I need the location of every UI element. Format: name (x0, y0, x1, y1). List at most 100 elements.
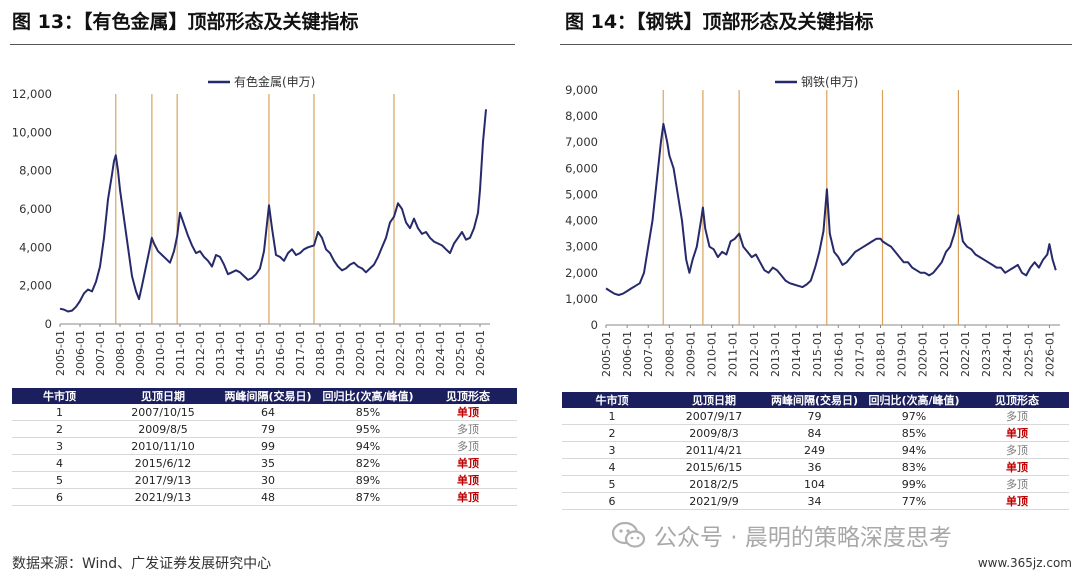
x-tick-label: 2024-01 (1001, 331, 1014, 377)
data-source-note: 数据来源：Wind、广发证券发展研究中心 (12, 556, 272, 572)
x-tick-label: 2015-01 (254, 330, 267, 376)
cell: 2011/4/21 (662, 441, 766, 459)
cell: 4 (562, 458, 662, 476)
table-row: 1 2007/9/17 79 97% 多顶 (562, 408, 1069, 425)
wechat-icon (611, 521, 646, 549)
cell: 99% (863, 475, 965, 493)
header-interval: 两峰间隔(交易日) (766, 392, 863, 408)
pattern-cell: 多顶 (965, 441, 1069, 459)
pattern-cell: 多顶 (419, 437, 517, 455)
x-tick-label: 2009-01 (134, 330, 147, 376)
y-tick-label: 3,000 (565, 240, 598, 254)
cell: 2009/8/3 (662, 424, 766, 442)
table-row: 4 2015/6/15 36 83% 单顶 (562, 458, 1069, 476)
cell: 84 (766, 424, 863, 442)
left-peaks-table: 牛市顶 见顶日期 两峰间隔(交易日) 回归比(次高/峰值) 见顶形态 1 2007… (12, 388, 517, 506)
cell: 4 (12, 454, 107, 472)
cell: 64 (219, 404, 317, 421)
y-tick-label: 0 (45, 317, 52, 331)
pattern-cell: 单顶 (965, 458, 1069, 476)
cell: 89% (317, 471, 419, 489)
cell: 34 (766, 492, 863, 510)
cell: 85% (317, 404, 419, 421)
cell: 3 (562, 441, 662, 459)
x-tick-label: 2021-01 (938, 331, 951, 377)
x-tick-label: 2026-01 (474, 330, 487, 376)
x-tick-label: 2020-01 (354, 330, 367, 376)
pattern-cell: 多顶 (965, 408, 1069, 425)
x-tick-label: 2025-01 (1022, 331, 1035, 377)
cell: 249 (766, 441, 863, 459)
cell: 87% (317, 488, 419, 506)
x-tick-label: 2010-01 (706, 331, 719, 377)
x-tick-label: 2017-01 (853, 331, 866, 377)
legend-label: 钢铁(申万) (801, 75, 858, 89)
x-tick-label: 2007-01 (642, 331, 655, 377)
pattern-cell: 单顶 (419, 404, 517, 421)
x-tick-label: 2020-01 (917, 331, 930, 377)
y-tick-label: 9,000 (565, 83, 598, 97)
x-tick-label: 2019-01 (896, 331, 909, 377)
x-tick-label: 2005-01 (600, 331, 613, 377)
cell: 1 (562, 408, 662, 425)
x-tick-label: 2012-01 (194, 330, 207, 376)
cell: 5 (562, 475, 662, 493)
table-row: 3 2010/11/10 99 94% 多顶 (12, 437, 517, 455)
x-tick-label: 2009-01 (684, 331, 697, 377)
figure-13-title: 图 13：【有色金属】顶部形态及关键指标 (12, 11, 359, 33)
y-tick-label: 6,000 (565, 161, 598, 175)
right-line-chart: 0 1,000 2,000 3,000 4,000 5,000 6,000 7,000 8,00… (565, 75, 1060, 377)
cell: 99 (219, 437, 317, 455)
pattern-cell: 单顶 (419, 454, 517, 472)
cell: 85% (863, 424, 965, 442)
cell: 6 (12, 488, 107, 506)
x-tick-label: 2008-01 (114, 330, 127, 376)
cell: 83% (863, 458, 965, 476)
cell: 1 (12, 404, 107, 421)
x-tick-label: 2023-01 (414, 330, 427, 376)
table-row: 4 2015/6/12 35 82% 单顶 (12, 454, 517, 472)
x-tick-label: 2023-01 (980, 331, 993, 377)
pattern-cell: 单顶 (419, 488, 517, 506)
pattern-cell: 多顶 (965, 475, 1069, 493)
y-tick-label: 8,000 (19, 164, 52, 178)
y-tick-label: 7,000 (565, 135, 598, 149)
x-tick-label: 2011-01 (174, 330, 187, 376)
x-tick-label: 2021-01 (374, 330, 387, 376)
x-tick-label: 2006-01 (74, 330, 87, 376)
x-tick-label: 2013-01 (214, 330, 227, 376)
table-header-row: 牛市顶 见顶日期 两峰间隔(交易日) 回归比(次高/峰值) 见顶形态 (12, 388, 517, 404)
x-tick-label: 2010-01 (154, 330, 167, 376)
y-tick-label: 4,000 (19, 240, 52, 254)
title-rule-right (560, 44, 1072, 45)
y-tick-label: 5,000 (565, 187, 598, 201)
y-tick-label: 0 (591, 318, 598, 332)
y-tick-label: 2,000 (565, 266, 598, 280)
header-interval: 两峰间隔(交易日) (219, 388, 317, 404)
watermark: 公众号 · 晨明的策略深度思考 (611, 518, 952, 552)
table-header-row: 牛市顶 见顶日期 两峰间隔(交易日) 回归比(次高/峰值) 见顶形态 (562, 392, 1069, 408)
cell: 104 (766, 475, 863, 493)
cell: 2017/9/13 (107, 471, 219, 489)
table-row: 6 2021/9/13 48 87% 单顶 (12, 488, 517, 506)
site-watermark: www.365jz.com (977, 556, 1072, 570)
table-row: 2 2009/8/5 79 95% 多顶 (12, 420, 517, 438)
header-bull-top: 牛市顶 (12, 388, 107, 404)
x-tick-label: 2007-01 (94, 330, 107, 376)
x-tick-label: 2011-01 (727, 331, 740, 377)
title-rule-left (10, 44, 515, 45)
table-row: 5 2018/2/5 104 99% 多顶 (562, 475, 1069, 493)
cell: 36 (766, 458, 863, 476)
x-tick-label: 2025-01 (454, 330, 467, 376)
cell: 2007/9/17 (662, 408, 766, 425)
y-tick-label: 2,000 (19, 279, 52, 293)
cell: 95% (317, 420, 419, 438)
pattern-cell: 单顶 (965, 424, 1069, 442)
x-tick-label: 2026-01 (1043, 331, 1056, 377)
cell: 30 (219, 471, 317, 489)
cell: 82% (317, 454, 419, 472)
cell: 2015/6/12 (107, 454, 219, 472)
header-peak-date: 见顶日期 (107, 388, 219, 404)
cell: 97% (863, 408, 965, 425)
header-peak-date: 见顶日期 (662, 392, 766, 408)
